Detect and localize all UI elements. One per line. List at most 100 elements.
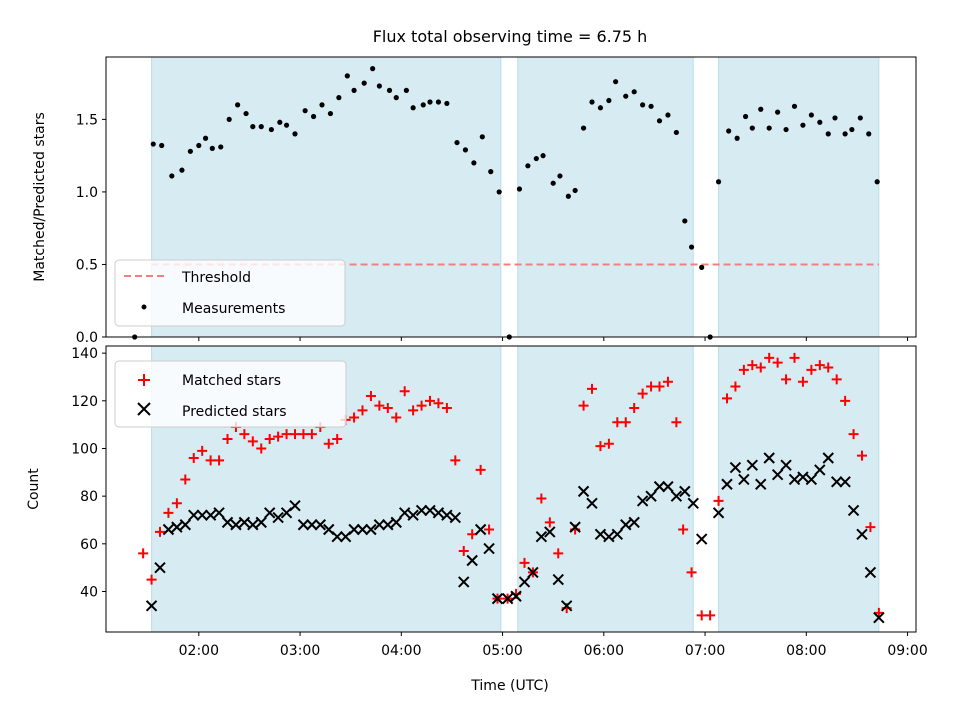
matched-stars-point [171, 498, 182, 509]
matched-stars-point [730, 381, 741, 392]
y-tick-label: 140 [71, 346, 98, 362]
matched-stars-point [831, 374, 842, 385]
measurement-point [597, 105, 604, 111]
predicted-stars-point [466, 554, 478, 567]
measurement-point [800, 122, 806, 128]
measurement-point [268, 126, 274, 133]
measurement-point [606, 97, 612, 104]
x-tick-label: 05:00 [482, 643, 522, 659]
predicted-stars-point [491, 592, 504, 605]
measurement-point [656, 118, 663, 124]
matched-stars-point [603, 438, 614, 449]
measurement-point [351, 87, 357, 93]
measurement-point [327, 110, 334, 117]
matched-stars-point [382, 402, 393, 413]
predicted-stars-point [204, 509, 217, 521]
y-tick-label: 60 [80, 537, 98, 553]
measurement-point [775, 109, 781, 115]
predicted-stars-point [213, 507, 225, 519]
measurement-point [150, 141, 156, 147]
x-tick-label: 09:00 [887, 643, 927, 659]
bottom-y-ticks: 40 60 80 100 120 140 [71, 346, 106, 600]
matched-stars-point [458, 545, 469, 556]
measurement-point [226, 116, 232, 122]
matched-stars-point [865, 522, 876, 533]
predicted-stars-point [653, 480, 666, 493]
predicted-stars-point [679, 485, 691, 498]
matched-stars-point [163, 507, 174, 518]
predicted-stars-point [356, 523, 369, 536]
measurement-point [589, 99, 595, 105]
matched-stars-point [357, 405, 368, 416]
matched-stars-point [399, 386, 410, 397]
x-tick-label: 08:00 [786, 643, 826, 659]
matched-stars-point [374, 400, 385, 411]
y-tick-label: 80 [80, 489, 98, 505]
legend-measurements-swatch [141, 304, 147, 310]
predicted-stars-point [365, 523, 377, 536]
matched-stars-point [281, 429, 292, 440]
matched-stars-point [713, 495, 724, 506]
predicted-stars-point [154, 561, 166, 574]
matched-stars-point [848, 429, 859, 440]
measurement-point [361, 80, 367, 86]
matched-stars-point [264, 433, 275, 444]
predicted-stars-point [441, 509, 453, 521]
measurement-point [444, 100, 450, 107]
bottom-legend: Matched stars Predicted stars [114, 360, 347, 428]
predicted-stars-point [289, 499, 301, 512]
legend-measurements-label: Measurements [182, 301, 285, 317]
predicted-stars-point [415, 504, 428, 517]
bottom-legend-box [114, 360, 347, 428]
observing-interval-2 [517, 345, 694, 633]
predicted-stars-point [670, 490, 683, 502]
predicted-stars-point [145, 600, 158, 612]
x-tick-label: 06:00 [584, 643, 624, 659]
predicted-stars-point [510, 590, 522, 602]
measurement-point [572, 187, 578, 194]
predicted-stars-point [577, 485, 590, 498]
predicted-stars-point [432, 507, 445, 519]
predicted-stars-point [645, 490, 657, 502]
predicted-stars-point [864, 566, 877, 579]
measurement-point [386, 87, 393, 93]
measurement-point [235, 102, 241, 108]
top-legend-box [114, 259, 346, 327]
predicted-stars-point [839, 476, 851, 488]
x-tick-label: 03:00 [280, 643, 320, 659]
measurement-point [842, 131, 848, 137]
predicted-stars-point [527, 566, 539, 579]
matched-stars-point [705, 610, 716, 621]
matched-stars-point [814, 360, 825, 371]
measurement-point [319, 102, 325, 108]
matched-stars-point [146, 574, 157, 585]
measurement-point [420, 102, 426, 108]
matched-stars-point [578, 400, 589, 411]
predicted-stars-point [628, 516, 640, 529]
measurement-point [525, 163, 531, 169]
measurement-point [479, 134, 485, 140]
predicted-stars-point [230, 519, 242, 531]
x-axis-label: Time (UTC) [470, 678, 548, 694]
measurement-point [179, 167, 185, 173]
matched-stars-point [738, 364, 749, 375]
x-tick-label: 07:00 [685, 643, 725, 659]
predicted-stars-point [535, 530, 548, 543]
bottom-panel: 40 60 80 100 120 140 02:00 03:00 04:00 05:00 06:0… [26, 345, 928, 694]
measurement-point [218, 144, 224, 150]
matched-stars-point [789, 352, 800, 363]
matched-stars-point [544, 517, 555, 528]
predicted-stars-point [763, 452, 775, 464]
matched-stars-point [138, 548, 149, 559]
observing-interval-2 [517, 56, 694, 338]
top-panel: 0.0 0.5 1.0 1.5 Matched/Predicted stars Thr… [32, 56, 917, 346]
bottom-x-ticks: 02:00 03:00 04:00 05:00 06:00 07:00 08:00 09:00 [179, 632, 928, 659]
predicted-stars-point [348, 523, 360, 536]
matched-stars-point [662, 376, 673, 387]
matched-stars-point [678, 524, 689, 535]
matched-stars-point [205, 455, 216, 466]
measurement-point [196, 142, 202, 149]
measurement-point [783, 126, 789, 133]
matched-stars-point [425, 395, 435, 406]
